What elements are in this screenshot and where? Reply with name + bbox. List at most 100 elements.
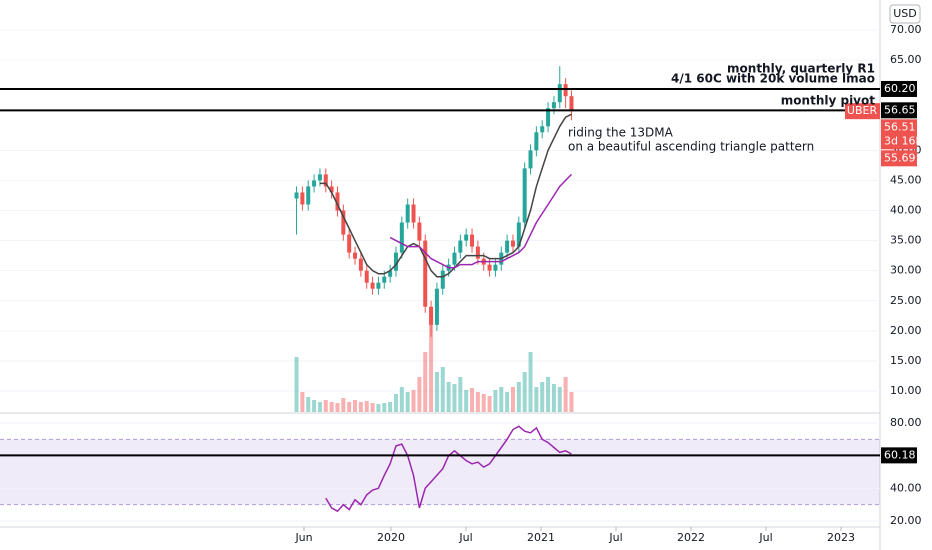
candle-body	[388, 270, 393, 277]
volume-bar	[534, 387, 539, 412]
candle-body	[405, 204, 410, 223]
candle-body	[341, 210, 346, 235]
volume-bar	[546, 377, 551, 412]
candle-body	[393, 252, 398, 271]
candle-body	[540, 126, 545, 133]
y-tick-label: 45.00	[890, 173, 922, 186]
y-tick-label: 15.00	[890, 354, 922, 367]
annotation: monthly, quarterly R1	[727, 62, 875, 76]
line-series	[319, 113, 572, 278]
candle-body	[475, 246, 480, 259]
annotation: on a beautiful ascending triangle patter…	[568, 140, 814, 154]
candle-body	[551, 102, 556, 109]
volume-bar	[458, 377, 463, 412]
candle-body	[417, 222, 422, 241]
candle-body	[423, 240, 428, 307]
volume-bar	[475, 392, 480, 412]
symbol: UBER	[847, 104, 878, 117]
y-tick-label: 25.00	[890, 294, 922, 307]
volume-bar	[540, 382, 545, 412]
volume-bar	[364, 401, 369, 412]
volume-bar	[411, 390, 416, 412]
candle-body	[458, 240, 463, 253]
x-tick-label: Jul	[758, 531, 772, 544]
annotation: 4/1 60C with 20k volume lmao	[671, 72, 875, 86]
line-series	[389, 173, 573, 269]
candle-body	[294, 192, 299, 199]
price-label: 56.51	[884, 120, 916, 133]
price-label: 60.20	[884, 82, 916, 95]
volume-bar	[446, 382, 451, 412]
currency-box[interactable]	[889, 4, 921, 24]
symbol-box	[845, 103, 880, 120]
price-label-box	[881, 119, 917, 150]
volume-bar	[388, 402, 393, 412]
volume-bar	[569, 392, 574, 412]
y-tick-label: 20.00	[890, 324, 922, 337]
volume-bar	[312, 400, 317, 412]
candle-body	[364, 270, 369, 283]
currency: USD	[893, 7, 917, 20]
volume-bar	[300, 392, 305, 412]
candle-body	[557, 84, 562, 103]
y-tick-label: 35.00	[890, 234, 922, 247]
volume-bar	[353, 400, 358, 412]
volume-bar	[370, 403, 375, 412]
candle-body	[434, 288, 439, 325]
volume-bar	[429, 317, 434, 412]
volume-bar	[323, 400, 328, 412]
candle-body	[429, 306, 434, 325]
candle-body	[493, 264, 498, 271]
volume-bar	[393, 394, 398, 412]
volume-bar	[452, 384, 457, 412]
volume-bar	[510, 387, 515, 412]
y-tick-label: 30.00	[890, 264, 922, 277]
candle-body	[306, 186, 311, 205]
candle-body	[358, 258, 363, 271]
volume-bar	[399, 387, 404, 412]
volume-bar	[405, 392, 410, 412]
volume-bar	[335, 403, 340, 412]
candle-body	[323, 174, 328, 187]
volume-bar	[382, 403, 387, 412]
volume-bar	[499, 387, 504, 412]
level-label-box	[881, 447, 917, 464]
x-tick-label: Jun	[294, 531, 312, 544]
price-label-box	[881, 150, 917, 167]
x-tick-label: 2023	[827, 531, 855, 544]
candle-body	[528, 150, 533, 169]
y-tick-label: 20.00	[890, 514, 922, 527]
candle-body	[487, 264, 492, 271]
volume-bar	[434, 372, 439, 412]
candle-body	[522, 168, 527, 223]
volume-bar	[493, 390, 498, 412]
candle-body	[399, 222, 404, 253]
candle-body	[347, 234, 352, 253]
volume-bar	[563, 377, 568, 412]
annotation: monthly pivot	[781, 94, 875, 108]
y-tick-label: 80.00	[890, 416, 922, 429]
candle-body	[376, 282, 381, 289]
volume-bar	[481, 394, 486, 412]
volume-bar	[516, 382, 521, 412]
candle-body	[505, 240, 510, 253]
candle-body	[563, 84, 568, 97]
volume-bar	[294, 357, 299, 412]
candle-body	[329, 186, 334, 193]
candle-body	[534, 132, 539, 151]
candle-body	[452, 252, 457, 265]
candle-body	[300, 192, 305, 205]
candle-body	[516, 222, 521, 247]
volume-bar	[376, 404, 381, 412]
price-label-box	[881, 102, 917, 119]
candle-body	[382, 276, 387, 283]
volume-bar	[528, 352, 533, 412]
price-label-box	[881, 80, 917, 97]
volume-bar	[464, 390, 469, 412]
volume-bar	[417, 377, 422, 412]
price-label: 55.69	[884, 151, 916, 164]
candle-body	[353, 252, 358, 259]
volume-bar	[317, 402, 322, 412]
